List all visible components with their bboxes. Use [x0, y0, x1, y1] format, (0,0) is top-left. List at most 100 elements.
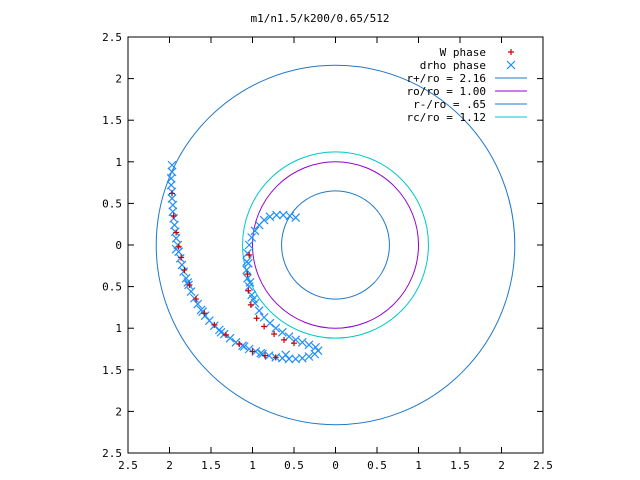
drho-phase-point: [171, 233, 181, 243]
w-phase-point: [253, 315, 260, 322]
x-tick-label: 1: [249, 459, 256, 472]
y-tick-label: 2.5: [102, 31, 122, 44]
y-tick-label: 2.5: [102, 447, 122, 460]
x-tick-label: 1.5: [450, 459, 470, 472]
drho-phase-point: [265, 212, 275, 222]
drho-phase-point: [264, 351, 274, 361]
drho-phase-point: [304, 352, 314, 361]
drho-phase-point: [198, 307, 208, 316]
data-points: [166, 160, 323, 364]
drho-phase-point: [248, 294, 258, 304]
w-phase-point: [236, 341, 243, 348]
drho-phase-point: [250, 226, 260, 236]
w-phase-point: [173, 229, 180, 236]
x-tick-label: 0.5: [367, 459, 387, 472]
drho-phase-point: [243, 273, 252, 283]
drho-phase-point: [179, 267, 189, 277]
y-tick-label: 2: [115, 405, 122, 418]
w-phase-point: [261, 352, 268, 359]
w-phase-point: [281, 336, 288, 343]
circle-rc-ring: [242, 151, 429, 339]
drho-phase-point: [297, 353, 307, 363]
y-tick-label: 1: [115, 322, 122, 335]
drho-phase-point: [189, 293, 199, 303]
drho-phase-point: [284, 332, 294, 341]
x-tick-label: 1: [415, 459, 422, 472]
drho-phase-point: [311, 342, 321, 352]
w-phase-point: [246, 251, 253, 258]
drho-phase-point: [231, 337, 241, 347]
y-tick-label: 1.5: [102, 364, 122, 377]
w-phase-point: [222, 331, 229, 338]
x-tick-label: 2: [166, 459, 173, 472]
drho-phase-point: [166, 174, 176, 183]
drho-phase-point: [175, 253, 185, 263]
drho-phase-point: [186, 287, 196, 297]
x-tick-label: 2.5: [118, 459, 138, 472]
y-tick-label: 0.5: [102, 197, 122, 210]
drho-phase-point: [247, 233, 257, 242]
drho-phase-point: [242, 265, 252, 275]
circle-r-ring: [155, 64, 516, 426]
drho-phase-point: [245, 278, 255, 287]
drho-phase-point: [291, 335, 301, 345]
drho-phase-point: [168, 200, 178, 210]
w-phase-point: [170, 212, 177, 219]
w-phase-point: [249, 348, 256, 355]
y-tick-label: 1.5: [102, 114, 122, 127]
drho-phase-point: [297, 337, 307, 347]
legend-marker: [508, 49, 514, 55]
legend-label: ro/ro = 1.00: [407, 85, 486, 98]
w-phase-point: [193, 296, 200, 303]
legend-label: r-/ro = .65: [413, 98, 486, 111]
axis-ticks: 2.5 2 1.5 1 0.5 0 0.5 1 1.5 2 2.52.521.510.500.511…: [102, 31, 553, 472]
drho-phase-point: [291, 213, 301, 222]
drho-phase-point: [251, 347, 261, 356]
drho-phase-point: [167, 160, 177, 170]
y-tick-label: 2: [115, 73, 122, 86]
w-phase-point: [245, 287, 252, 294]
x-tick-label: 2.5: [533, 459, 553, 472]
w-phase-point: [247, 301, 254, 308]
drho-phase-point: [281, 350, 291, 360]
w-phase-point: [178, 254, 185, 261]
drho-phase-point: [304, 340, 314, 350]
drho-phase-point: [193, 299, 203, 309]
drho-phase-point: [243, 258, 253, 268]
y-tick-label: 0: [115, 239, 122, 252]
drho-phase-point: [272, 210, 281, 220]
drho-phase-point: [244, 240, 254, 250]
drho-phase-point: [254, 306, 264, 316]
drho-phase-point: [285, 211, 295, 221]
drho-phase-point: [259, 312, 269, 322]
w-phase-point: [244, 271, 251, 278]
w-phase-point: [181, 266, 188, 273]
legend-label: r+/ro = 2.16: [407, 72, 486, 85]
chart-title: m1/n1.5/k200/0.65/512: [250, 12, 389, 25]
w-phase-point: [272, 354, 279, 361]
drho-phase-point: [259, 215, 269, 225]
legend-marker: [506, 60, 516, 70]
w-phase-point: [186, 281, 193, 288]
drho-phase-point: [225, 333, 235, 343]
w-phase-point: [168, 190, 175, 197]
circle-r-ring: [281, 190, 390, 300]
drho-phase-point: [277, 327, 287, 337]
w-phase-point: [271, 331, 278, 338]
w-phase-point: [211, 321, 218, 328]
w-phase-point: [291, 340, 297, 347]
y-tick-label: 0.5: [102, 281, 122, 294]
circle-ro-ring: [252, 161, 419, 329]
x-tick-label: 0.5: [284, 459, 304, 472]
x-tick-label: 0: [332, 459, 339, 472]
legend-label: rc/ro = 1.12: [407, 111, 486, 124]
drho-phase-point: [243, 248, 252, 258]
legend-label: drho phase: [420, 59, 486, 72]
reference-circles: [155, 64, 516, 426]
w-phase-point: [201, 310, 208, 317]
y-tick-label: 1: [115, 156, 122, 169]
w-phase-point: [261, 323, 268, 330]
w-phase-point: [175, 243, 182, 250]
